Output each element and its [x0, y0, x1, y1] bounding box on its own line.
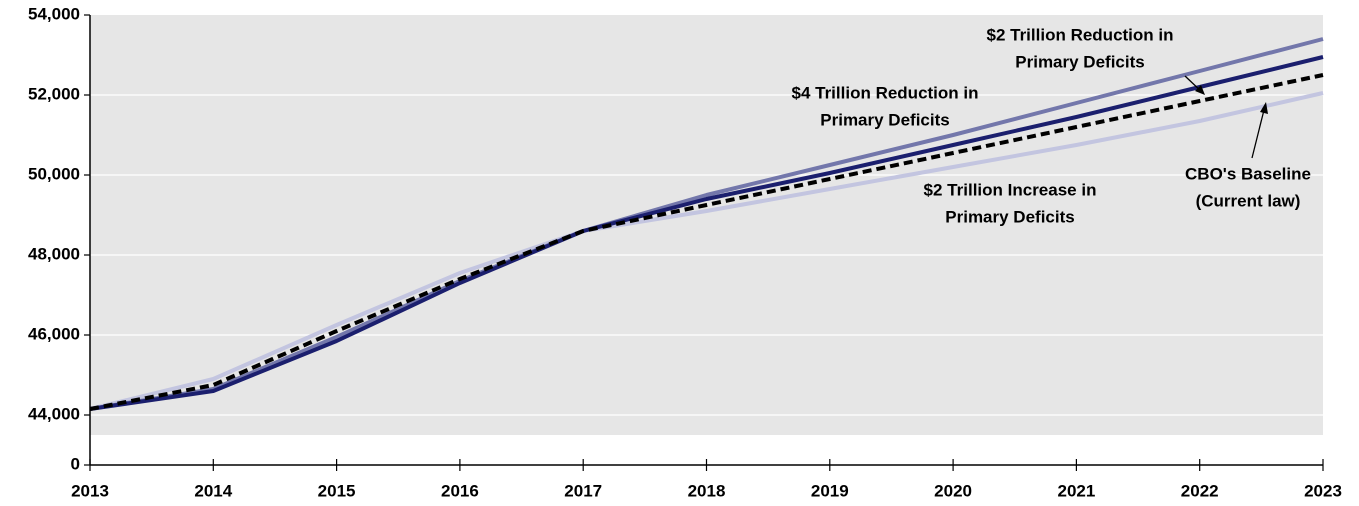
x-tick-label: 2018 [688, 481, 726, 500]
y-tick-label: 44,000 [28, 404, 80, 423]
x-tick-label: 2016 [441, 481, 479, 500]
series-line [89, 73, 1324, 411]
x-tick-label: 2015 [318, 481, 356, 500]
series-line [89, 91, 1324, 411]
x-tick-label: 2013 [71, 481, 109, 500]
arrow-head [1195, 85, 1205, 95]
y-tick-label: 54,000 [28, 4, 80, 23]
x-tick-label: 2021 [1057, 481, 1095, 500]
annotation: $2 Trillion Reduction in [986, 25, 1173, 44]
annotation: $2 Trillion Increase in [924, 180, 1097, 199]
arrow-head [1260, 102, 1268, 114]
x-tick-label: 2017 [564, 481, 602, 500]
y-tick-label: 52,000 [28, 84, 80, 103]
annotation: CBO's Baseline [1185, 164, 1311, 183]
plot-area [90, 15, 1323, 435]
series-line [89, 55, 1324, 411]
annotation: Primary Deficits [945, 207, 1074, 226]
y-tick-label: 46,000 [28, 324, 80, 343]
x-tick-label: 2020 [934, 481, 972, 500]
y-tick-label: 0 [71, 454, 80, 473]
annotation: Primary Deficits [820, 110, 949, 129]
x-tick-label: 2014 [194, 481, 232, 500]
labels: 0 44,000 46,000 48,000 50,000 52,000 54,000 201… [28, 4, 1342, 500]
y-tick-label: 50,000 [28, 164, 80, 183]
x-tick-label: 2019 [811, 481, 849, 500]
x-tick-label: 2023 [1304, 481, 1342, 500]
annotation: Primary Deficits [1015, 52, 1144, 71]
annotation: (Current law) [1196, 191, 1301, 210]
annotation: $4 Trillion Reduction in [791, 83, 978, 102]
series-line [89, 37, 1324, 411]
lines [89, 37, 1324, 411]
y-tick-label: 48,000 [28, 244, 80, 263]
arrow [1251, 105, 1266, 159]
x-tick-label: 2022 [1181, 481, 1219, 500]
